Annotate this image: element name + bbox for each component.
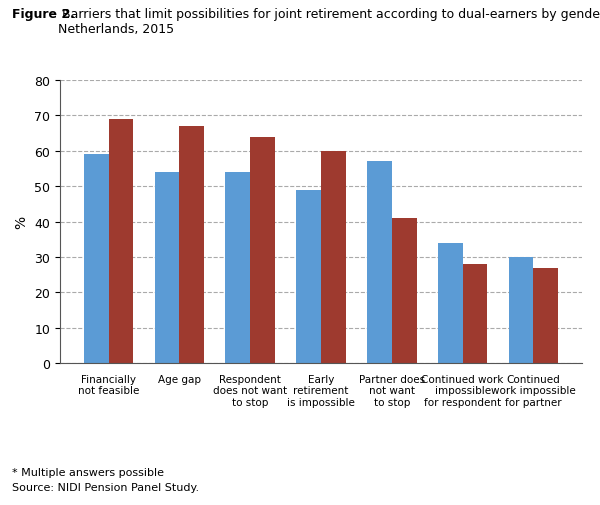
Bar bbox=[321, 152, 346, 364]
Bar bbox=[296, 190, 321, 364]
Bar bbox=[533, 268, 558, 364]
Bar bbox=[509, 258, 533, 364]
Text: Source: NIDI Pension Panel Study.: Source: NIDI Pension Panel Study. bbox=[12, 482, 199, 492]
Bar bbox=[438, 243, 463, 364]
Text: Figure 2.: Figure 2. bbox=[12, 8, 75, 21]
Bar bbox=[250, 137, 275, 364]
Bar bbox=[392, 219, 416, 364]
Bar bbox=[109, 120, 133, 364]
Bar bbox=[226, 173, 250, 364]
Y-axis label: %: % bbox=[15, 216, 29, 229]
Bar bbox=[84, 155, 109, 364]
Bar bbox=[179, 127, 204, 364]
Bar bbox=[155, 173, 179, 364]
Bar bbox=[367, 162, 392, 364]
Text: * Multiple answers possible: * Multiple answers possible bbox=[12, 467, 164, 477]
Text: Barriers that limit possibilities for joint retirement according to dual-earners: Barriers that limit possibilities for jo… bbox=[58, 8, 600, 35]
Bar bbox=[463, 265, 487, 364]
